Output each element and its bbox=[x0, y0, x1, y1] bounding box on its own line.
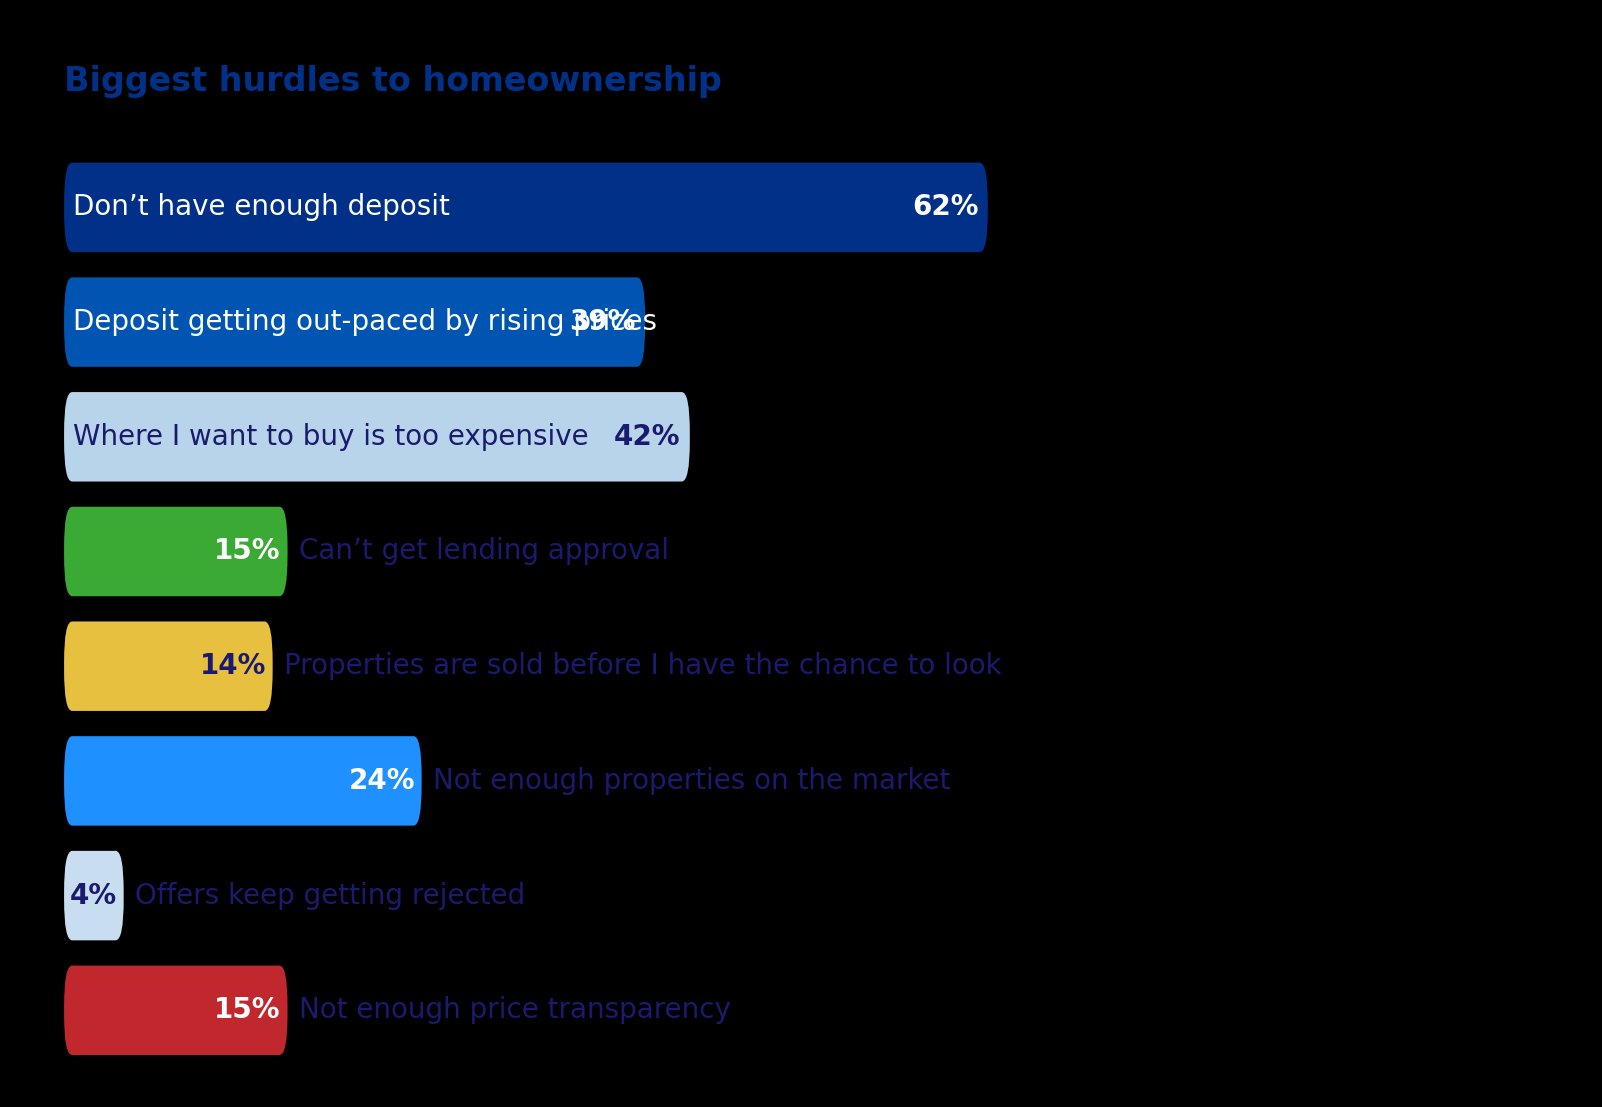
Text: 14%: 14% bbox=[199, 652, 266, 680]
FancyBboxPatch shape bbox=[64, 851, 123, 940]
Text: Deposit getting out-paced by rising prices: Deposit getting out-paced by rising pric… bbox=[74, 308, 657, 337]
Text: 62%: 62% bbox=[912, 194, 979, 221]
Text: 15%: 15% bbox=[215, 996, 280, 1024]
Text: Can’t get lending approval: Can’t get lending approval bbox=[300, 538, 670, 566]
Text: Not enough price transparency: Not enough price transparency bbox=[300, 996, 731, 1024]
FancyBboxPatch shape bbox=[64, 392, 690, 482]
Text: Not enough properties on the market: Not enough properties on the market bbox=[433, 767, 950, 795]
Text: 39%: 39% bbox=[570, 308, 636, 337]
FancyBboxPatch shape bbox=[64, 507, 288, 597]
FancyBboxPatch shape bbox=[64, 965, 288, 1055]
Text: Don’t have enough deposit: Don’t have enough deposit bbox=[74, 194, 450, 221]
Text: Where I want to buy is too expensive: Where I want to buy is too expensive bbox=[74, 423, 590, 451]
Text: 4%: 4% bbox=[69, 881, 117, 910]
FancyBboxPatch shape bbox=[64, 278, 646, 366]
Text: Offers keep getting rejected: Offers keep getting rejected bbox=[135, 881, 525, 910]
Text: 42%: 42% bbox=[614, 423, 681, 451]
FancyBboxPatch shape bbox=[64, 163, 988, 252]
FancyBboxPatch shape bbox=[64, 736, 421, 826]
FancyBboxPatch shape bbox=[64, 621, 272, 711]
Text: Biggest hurdles to homeownership: Biggest hurdles to homeownership bbox=[64, 65, 723, 99]
Text: 24%: 24% bbox=[348, 767, 415, 795]
Text: 15%: 15% bbox=[215, 538, 280, 566]
Text: Properties are sold before I have the chance to look: Properties are sold before I have the ch… bbox=[284, 652, 1001, 680]
